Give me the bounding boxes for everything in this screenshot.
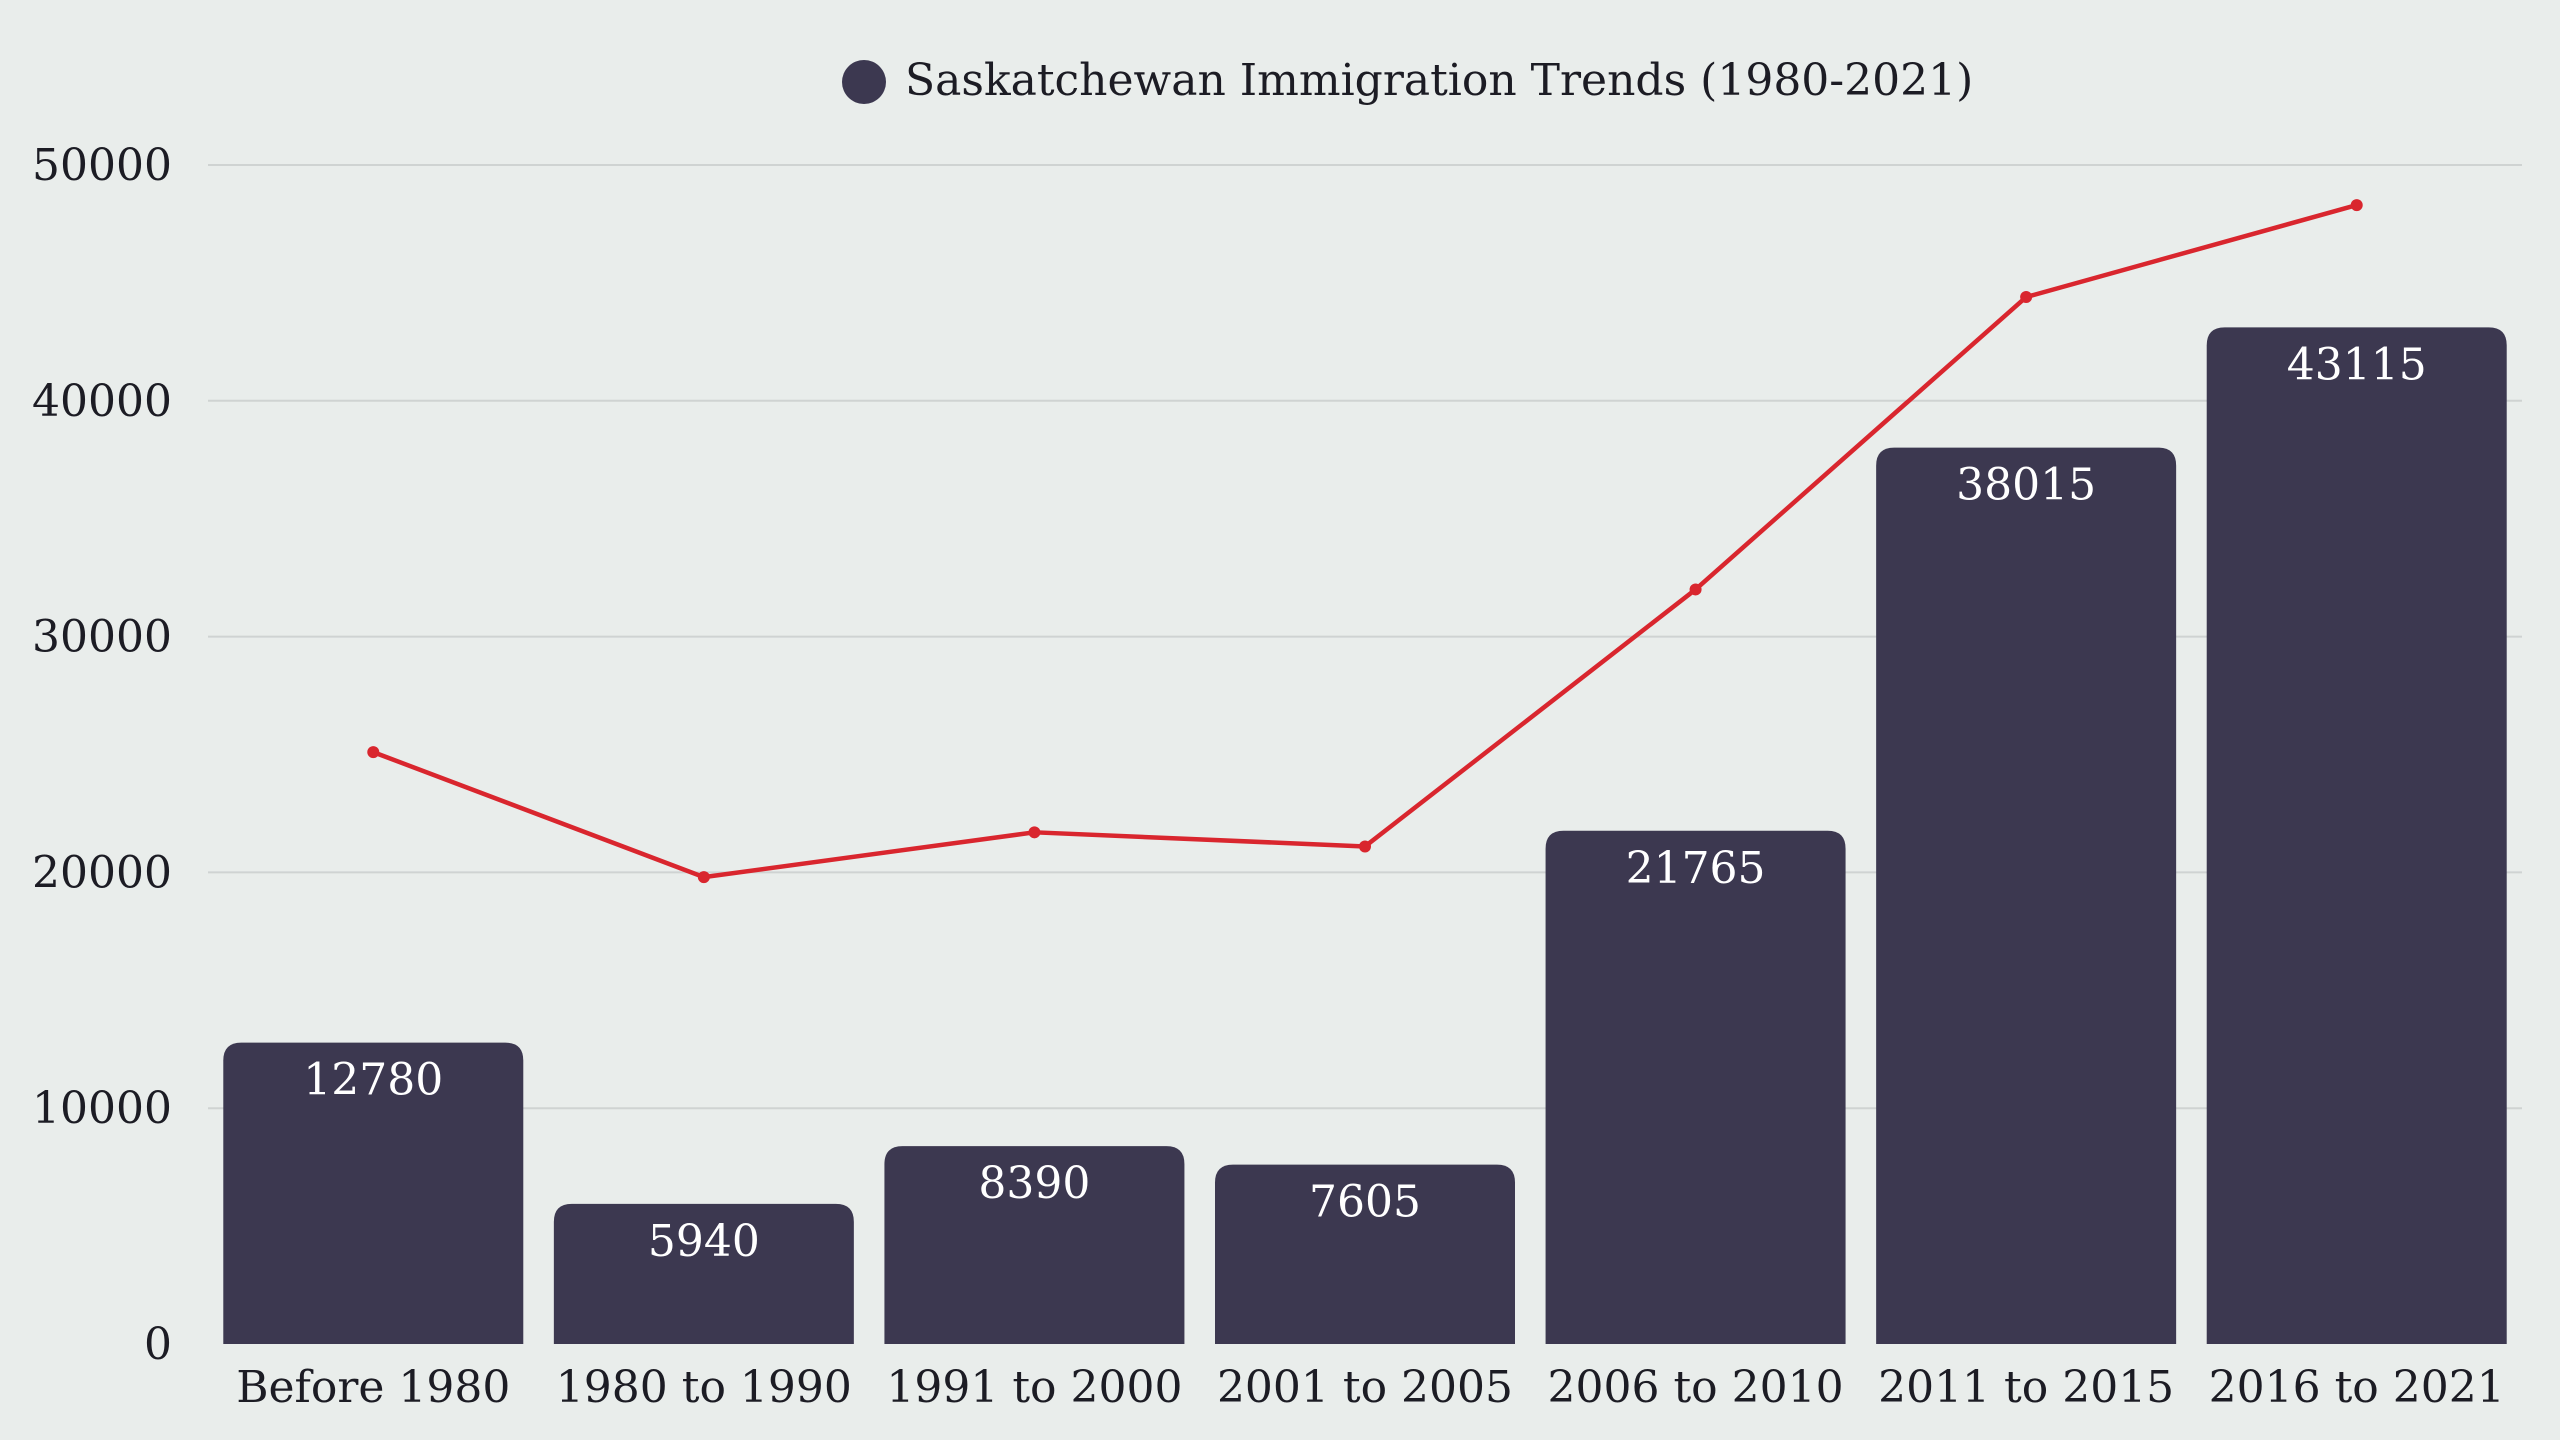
bar [553, 1203, 854, 1344]
bar-data-label: 38015 [1956, 460, 2096, 511]
y-axis: 0 10000 20000 30000 40000 50000 [32, 140, 172, 1370]
line-series [367, 199, 2363, 884]
bar-data-label: 43115 [2287, 339, 2427, 390]
x-tick-label: 2006 to 2010 [1548, 1362, 1844, 1413]
x-tick-label: 1980 to 1990 [556, 1362, 852, 1413]
y-tick-label: 10000 [32, 1083, 172, 1134]
bar [2206, 327, 2507, 1345]
x-tick-label: 1991 to 2000 [886, 1362, 1182, 1413]
x-tick-label: 2001 to 2005 [1217, 1362, 1513, 1413]
line-point [2020, 291, 2033, 304]
x-tick-label: Before 1980 [236, 1362, 510, 1413]
bar-data-label: 7605 [1309, 1177, 1421, 1228]
bar [1215, 1164, 1515, 1344]
x-tick-label: 2016 to 2021 [2209, 1362, 2505, 1413]
legend-label: Saskatchewan Immigration Trends (1980-20… [905, 55, 1973, 106]
line-point [697, 871, 710, 884]
y-tick-label: 50000 [32, 140, 172, 191]
y-tick-label: 40000 [32, 376, 172, 427]
line-point [367, 746, 380, 759]
bar [223, 1042, 524, 1344]
bar-data-label: 5940 [648, 1216, 760, 1267]
line-point [1028, 826, 1041, 839]
line-point [1689, 583, 1702, 596]
x-tick-label: 2011 to 2015 [1878, 1362, 2174, 1413]
bar [1545, 830, 1846, 1344]
bars [223, 327, 2507, 1345]
bar-data-label: 12780 [303, 1055, 443, 1106]
legend-swatch [842, 60, 886, 104]
y-tick-label: 0 [144, 1319, 172, 1370]
legend: Saskatchewan Immigration Trends (1980-20… [842, 55, 1973, 106]
line-point [1359, 840, 1371, 853]
line-point [2350, 199, 2363, 212]
bar [1876, 447, 2177, 1344]
bar-data-label: 21765 [1626, 843, 1766, 894]
y-tick-label: 20000 [32, 847, 172, 898]
bar-data-label: 8390 [978, 1158, 1090, 1209]
x-axis: Before 1980 1980 to 1990 1991 to 2000 2001 … [236, 1362, 2505, 1413]
y-tick-label: 30000 [32, 612, 172, 663]
bar [884, 1146, 1185, 1344]
bar-data-labels: 12780 5940 8390 7605 21765 38015 43115 [303, 339, 2426, 1267]
